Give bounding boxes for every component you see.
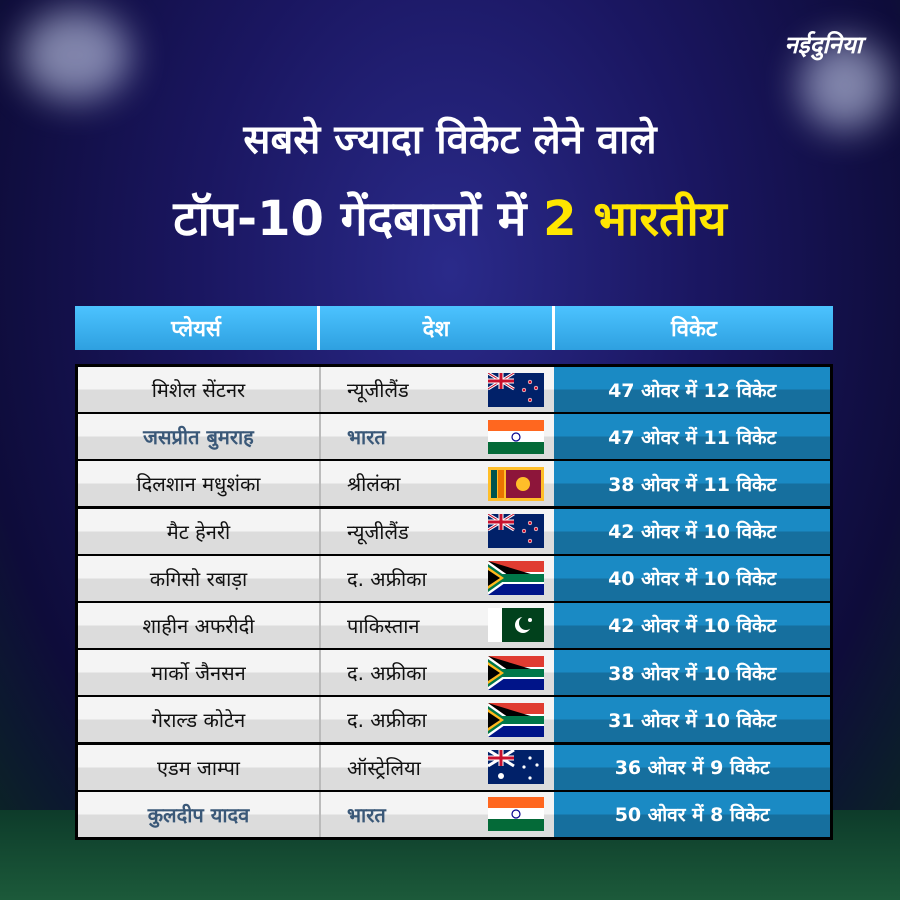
table-row: कगिसो रबाड़ा द. अफ्रीका 40 ओवर में 10 वि… xyxy=(78,555,830,601)
flag-za-icon xyxy=(488,655,545,690)
wickets-cell: 31 ओवर में 10 विकेट xyxy=(554,697,830,743)
table-row: शाहीन अफरीदी पाकिस्तान 42 ओवर में 10 विक… xyxy=(78,602,830,648)
table-row: जसप्रीत बुमराह भारत 47 ओवर में 11 विकेट xyxy=(78,414,830,460)
country-name: भारत xyxy=(346,802,386,827)
country-name: न्यूजीलैंड xyxy=(346,519,409,544)
flag-za-icon xyxy=(488,702,545,737)
country-cell: श्रीलंका xyxy=(320,461,555,507)
country-cell: ऑस्ट्रेलिया xyxy=(320,744,555,790)
wickets-cell: 38 ओवर में 10 विकेट xyxy=(554,650,830,696)
table-row: गेराल्ड कोटेन द. अफ्रीका 31 ओवर में 10 व… xyxy=(78,697,830,743)
table-row: मिशेल सेंटनर न्यूजीलैंड 47 ओवर में 12 वि… xyxy=(78,367,830,412)
flag-au-icon xyxy=(488,750,545,784)
flag-za-icon xyxy=(488,561,545,596)
player-name: मैट हेनरी xyxy=(78,508,321,554)
title-highlight: 2 भारतीय xyxy=(543,191,727,247)
player-name: मार्को जैनसन xyxy=(78,650,321,696)
country-cell: द. अफ्रीका xyxy=(320,650,555,696)
player-name: दिलशान मधुशंका xyxy=(78,461,321,507)
bowlers-table: प्लेयर्स देश विकेट मिशेल सेंटनर न्यूजीलै… xyxy=(75,306,833,840)
wickets-cell: 42 ओवर में 10 विकेट xyxy=(554,508,830,554)
table-row: दिलशान मधुशंका श्रीलंका 38 ओवर में 11 वि… xyxy=(78,461,830,507)
table-header: प्लेयर्स देश विकेट xyxy=(75,306,833,350)
player-name: कुलदीप यादव xyxy=(78,791,321,837)
flag-nz-icon xyxy=(488,514,545,549)
flag-nz-icon xyxy=(488,372,545,407)
table-row: मार्को जैनसन द. अफ्रीका 38 ओवर में 10 वि… xyxy=(78,650,830,696)
header-country: देश xyxy=(320,306,555,350)
country-name: द. अफ्रीका xyxy=(346,708,427,733)
country-name: ऑस्ट्रेलिया xyxy=(346,755,421,780)
player-name: गेराल्ड कोटेन xyxy=(78,697,321,743)
country-cell: भारत xyxy=(320,414,555,460)
table-row: कुलदीप यादव भारत 50 ओवर में 8 विकेट xyxy=(78,791,830,837)
wickets-cell: 47 ओवर में 12 विकेट xyxy=(554,367,830,412)
player-name: जसप्रीत बुमराह xyxy=(78,414,321,460)
brand-logo: नईदुनिया xyxy=(784,31,862,59)
country-name: श्रीलंका xyxy=(346,472,401,497)
flag-pk-icon xyxy=(488,608,545,643)
country-cell: न्यूजीलैंड xyxy=(320,508,555,554)
country-name: भारत xyxy=(346,425,386,450)
country-cell: पाकिस्तान xyxy=(320,602,555,648)
player-name: शाहीन अफरीदी xyxy=(78,602,321,648)
country-cell: द. अफ्रीका xyxy=(320,697,555,743)
header-players: प्लेयर्स xyxy=(75,306,320,350)
player-name: मिशेल सेंटनर xyxy=(78,367,321,412)
table-row: एडम जाम्पा ऑस्ट्रेलिया 36 ओवर में 9 विके… xyxy=(78,744,830,790)
wickets-cell: 38 ओवर में 11 विकेट xyxy=(554,461,830,507)
header-wickets: विकेट xyxy=(671,317,717,342)
flag-in-icon xyxy=(488,797,545,832)
flag-in-icon xyxy=(488,419,545,454)
country-name: पाकिस्तान xyxy=(346,613,420,638)
country-name: द. अफ्रीका xyxy=(346,661,427,686)
country-cell: द. अफ्रीका xyxy=(320,555,555,601)
title-line-1: सबसे ज्यादा विकेट लेने वाले xyxy=(243,117,657,163)
wickets-cell: 40 ओवर में 10 विकेट xyxy=(554,555,830,601)
flag-lk-icon xyxy=(488,466,545,501)
country-name: न्यूजीलैंड xyxy=(346,378,409,402)
title-line-2: टॉप-10 गेंदबाजों में 2 भारतीय xyxy=(173,191,727,247)
stadium-light-left xyxy=(20,10,130,100)
player-name: एडम जाम्पा xyxy=(78,744,321,790)
table-body: मिशेल सेंटनर न्यूजीलैंड 47 ओवर में 12 वि… xyxy=(75,364,833,840)
player-name: कगिसो रबाड़ा xyxy=(78,555,321,601)
wickets-cell: 50 ओवर में 8 विकेट xyxy=(554,791,830,837)
wickets-cell: 36 ओवर में 9 विकेट xyxy=(554,744,830,790)
wickets-cell: 42 ओवर में 10 विकेट xyxy=(554,602,830,648)
country-cell: न्यूजीलैंड xyxy=(320,367,555,412)
wickets-cell: 47 ओवर में 11 विकेट xyxy=(554,414,830,460)
country-cell: भारत xyxy=(320,791,555,837)
country-name: द. अफ्रीका xyxy=(346,566,427,591)
stadium-light-right xyxy=(800,40,890,130)
table-row: मैट हेनरी न्यूजीलैंड 42 ओवर में 10 विकेट xyxy=(78,508,830,554)
